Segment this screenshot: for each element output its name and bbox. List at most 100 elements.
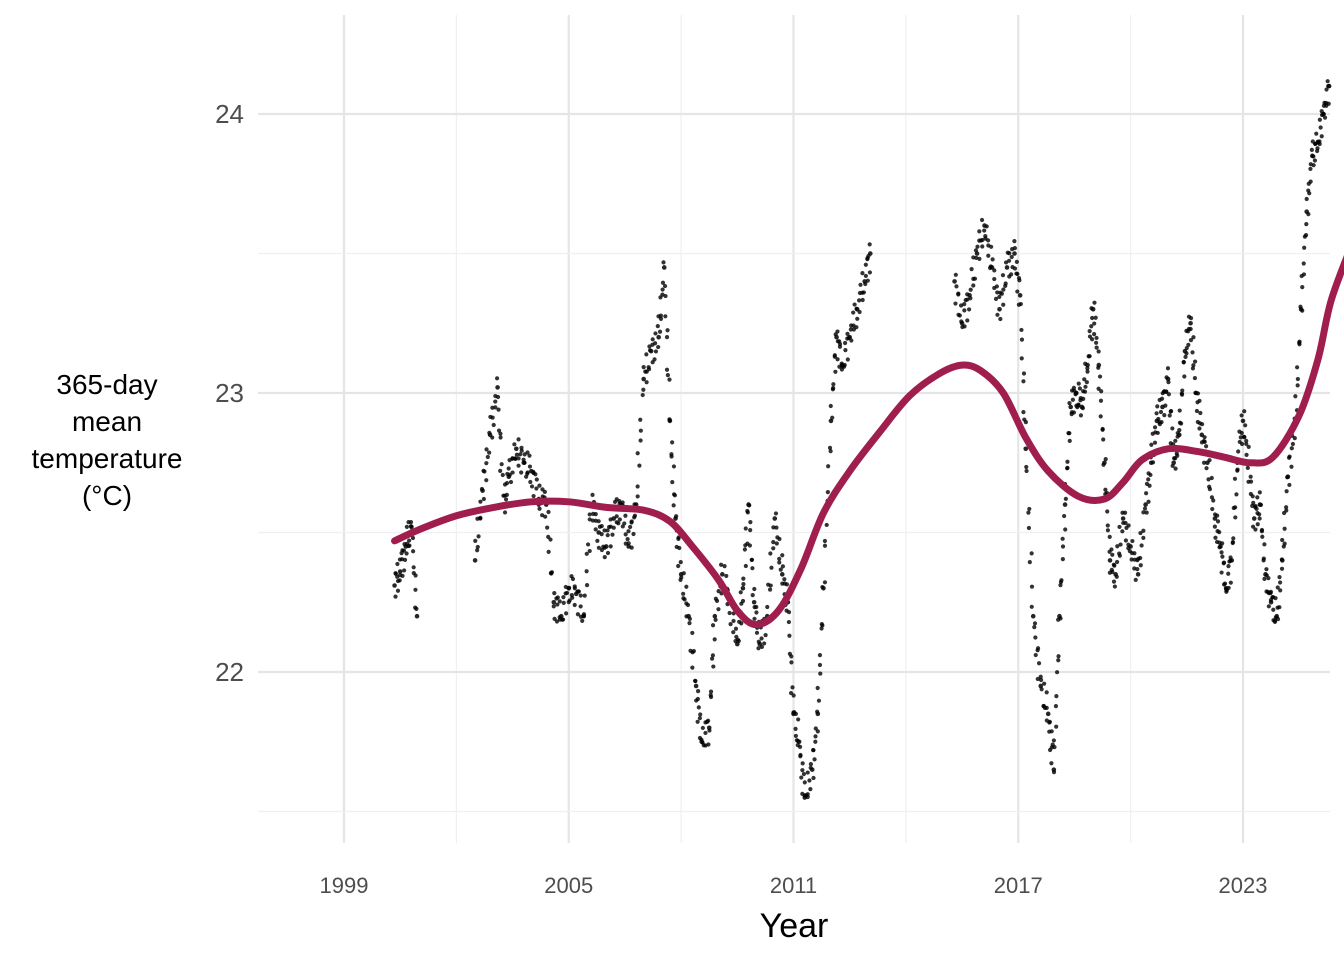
data-point [831,382,836,387]
data-point [992,268,997,273]
data-point [512,456,518,461]
data-point [635,484,640,489]
data-point [998,316,1003,322]
data-point [1312,158,1318,163]
data-point [857,298,862,303]
data-point [1138,563,1143,568]
data-point [684,584,689,589]
data-point [1245,465,1250,470]
data-point [1085,362,1090,368]
data-point [1190,350,1195,355]
data-point [1038,683,1044,689]
data-point [1238,435,1243,440]
data-point [712,613,718,619]
data-point [863,273,868,279]
data-point [1036,661,1042,666]
data-point [584,569,589,574]
data-point [1138,530,1143,536]
data-point [578,593,583,598]
data-point [815,711,821,717]
data-point [1090,315,1095,321]
data-point [506,466,511,471]
data-point [638,428,643,433]
data-point [1226,564,1231,569]
data-point [1035,646,1041,651]
data-point [1150,460,1156,465]
y-tick-label: 22 [215,657,244,687]
data-point [1177,432,1182,438]
data-point [1186,342,1191,347]
data-point [637,463,642,468]
data-point [1259,527,1265,533]
data-point [1197,426,1202,431]
data-point [476,534,481,539]
data-point [1115,544,1120,549]
data-point [1053,704,1059,709]
data-point [1230,540,1235,546]
data-point [1304,196,1309,202]
data-point [711,664,716,669]
data-point [1052,744,1057,750]
data-point [393,571,398,576]
data-point [968,296,973,301]
data-point [543,514,548,519]
data-point [1118,542,1123,547]
data-point [1257,512,1262,517]
data-point [1058,583,1063,588]
data-point [796,717,801,722]
data-point [495,385,500,390]
data-point [629,519,634,524]
data-point [564,611,569,616]
data-point [1248,479,1254,484]
data-point [1049,729,1054,734]
data-point [1304,222,1309,227]
data-point [953,272,958,277]
data-point [1101,437,1106,442]
data-point [392,583,397,588]
data-point [1315,148,1320,154]
data-point [407,538,412,543]
data-point [518,452,523,457]
data-point [484,478,489,483]
data-point [1144,491,1149,496]
data-point [1159,419,1164,425]
data-point [1188,315,1194,321]
data-point [827,445,833,450]
data-point [584,551,589,556]
data-point [555,602,560,607]
data-point [743,563,748,569]
data-point [989,244,994,249]
data-point [821,586,826,591]
data-point [1219,570,1224,575]
data-point [855,316,860,321]
data-point [1302,245,1307,250]
data-point [1056,654,1061,659]
data-point [555,595,560,600]
data-point [695,689,701,694]
data-point [1017,293,1023,298]
data-point [743,526,748,531]
data-point [1266,575,1271,581]
data-point [611,525,616,530]
data-point [397,569,403,574]
data-point [771,525,776,530]
data-point [622,521,627,526]
data-point [508,479,514,485]
data-point [564,590,570,596]
data-point [1289,446,1294,451]
data-point [1209,475,1214,481]
data-point [529,484,535,489]
data-point [667,377,672,382]
data-point [660,287,665,292]
data-point [572,602,577,608]
data-point [495,394,501,400]
data-point [557,599,562,604]
data-point [817,653,823,658]
data-point [616,521,621,526]
data-point [656,344,661,350]
data-point [1094,340,1099,345]
data-point [1243,423,1248,428]
data-point [779,572,785,577]
data-point [1180,388,1185,393]
data-point [1129,557,1134,562]
